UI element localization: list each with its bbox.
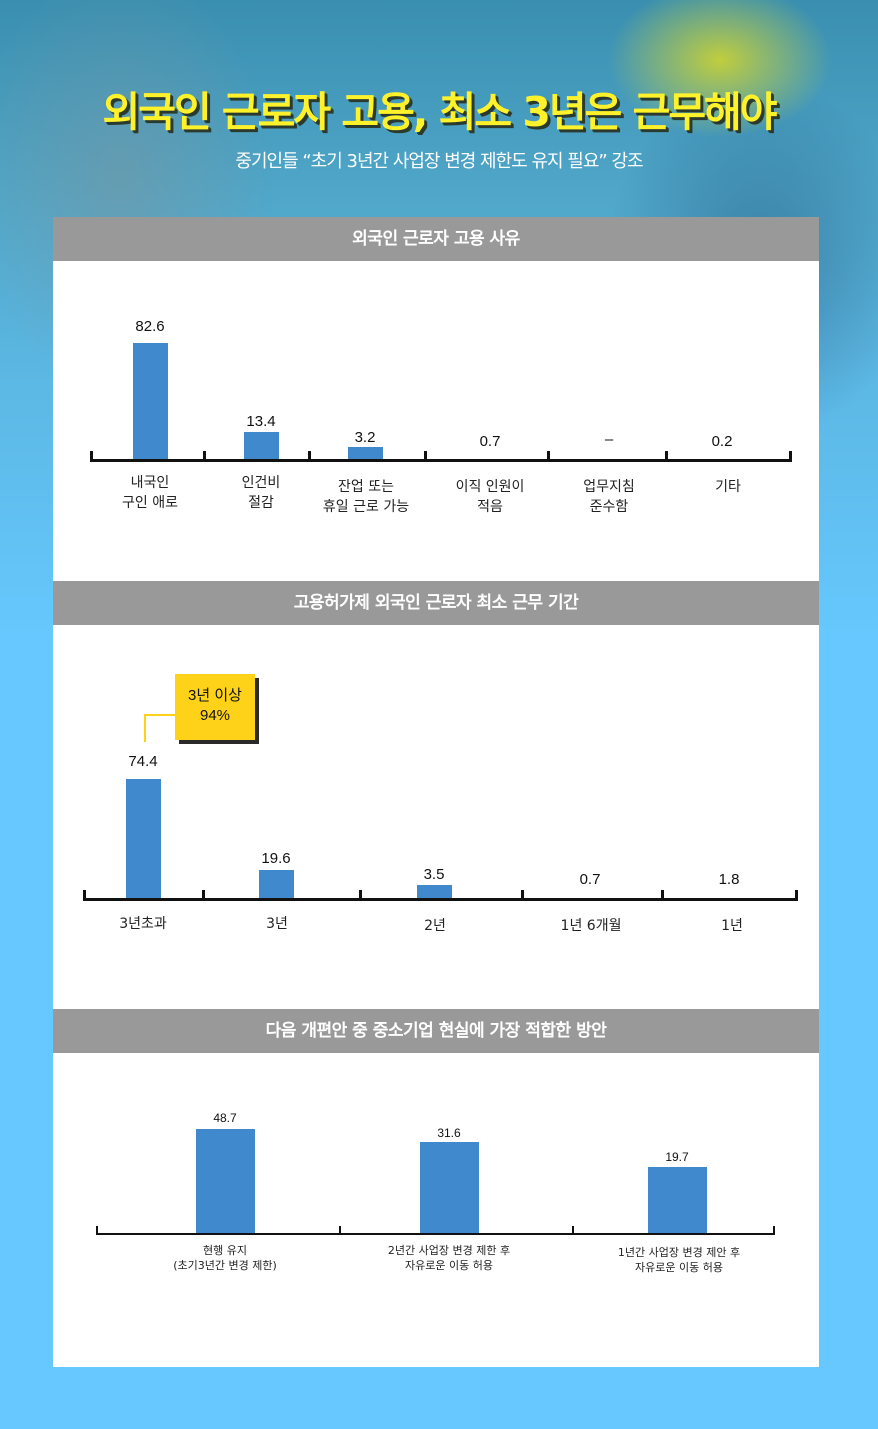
- infographic-title: 외국인 근로자 고용, 최소 3년은 근무해야: [102, 88, 778, 136]
- value-label: –: [604, 431, 614, 448]
- value-label: 48.7: [213, 1111, 237, 1125]
- section-header-hiring-reasons: 외국인 근로자 고용 사유: [53, 217, 819, 261]
- category-label: 잔업 또는 휴일 근로 가능: [322, 479, 410, 515]
- value-label: 74.4: [128, 753, 158, 770]
- category-label: 내국인 구인 애로: [122, 475, 178, 511]
- axis-tick: [661, 890, 664, 899]
- callout-leader-line: [144, 714, 146, 742]
- category-label: 이직 인원이 적음: [455, 479, 525, 515]
- axis-tick: [572, 1226, 574, 1235]
- axis-tick: [789, 451, 792, 460]
- bar: [133, 343, 168, 460]
- axis-tick: [90, 451, 93, 460]
- x-axis: [83, 898, 798, 901]
- bar: [126, 779, 161, 899]
- value-label: 0.2: [711, 433, 733, 450]
- bar: [420, 1142, 479, 1234]
- category-label: 업무지침 준수함: [583, 479, 635, 515]
- value-label: 19.6: [261, 850, 291, 867]
- axis-tick: [96, 1226, 98, 1235]
- callout-leader-line: [144, 714, 175, 716]
- category-label: 3년초과: [119, 916, 167, 932]
- section-header-best-reform: 다음 개편안 중 중소기업 현실에 가장 적합한 방안: [53, 1009, 819, 1053]
- axis-tick: [83, 890, 86, 899]
- bar: [196, 1129, 255, 1234]
- value-label: 82.6: [135, 318, 165, 335]
- value-label: 3.5: [423, 866, 445, 883]
- value-label: 31.6: [437, 1126, 461, 1140]
- value-label: 0.7: [479, 433, 501, 450]
- axis-tick: [202, 890, 205, 899]
- value-label: 1.8: [718, 871, 740, 888]
- x-axis: [96, 1233, 775, 1235]
- axis-tick: [339, 1226, 341, 1235]
- value-label: 3.2: [354, 429, 376, 446]
- axis-tick: [773, 1226, 775, 1235]
- category-label: 인건비 절감: [241, 475, 281, 511]
- value-label: 19.7: [665, 1150, 689, 1164]
- category-label: 2년간 사업장 변경 제한 후 자유로운 이동 허용: [387, 1244, 511, 1272]
- axis-tick: [547, 451, 550, 460]
- category-label: 1년 6개월: [560, 918, 622, 934]
- category-label: 3년: [266, 916, 288, 932]
- callout-3yr-plus: 3년 이상 94%: [175, 674, 255, 740]
- bar: [648, 1167, 707, 1234]
- section-header-min-work-period: 고용허가제 외국인 근로자 최소 근무 기간: [53, 581, 819, 625]
- axis-tick: [521, 890, 524, 899]
- bar: [417, 885, 452, 899]
- axis-tick: [424, 451, 427, 460]
- bar: [348, 447, 383, 460]
- category-label: 현행 유지 (초기3년간 변경 제한): [173, 1244, 277, 1272]
- content-panel: 외국인 근로자 고용 사유 82.6 13.4 3.2 0.7 – 0.2 내국…: [53, 217, 819, 1367]
- category-label: 1년: [721, 918, 743, 934]
- value-label: 13.4: [246, 413, 276, 430]
- axis-tick: [665, 451, 668, 460]
- axis-tick: [359, 890, 362, 899]
- value-label: 0.7: [579, 871, 601, 888]
- axis-tick: [795, 890, 798, 899]
- infographic-subtitle: 중기인들 “초기 3년간 사업장 변경 제한도 유지 필요” 강조: [235, 151, 643, 172]
- axis-tick: [308, 451, 311, 460]
- bar: [259, 870, 294, 899]
- axis-tick: [203, 451, 206, 460]
- category-label: 2년: [424, 918, 446, 934]
- category-label: 기타: [715, 479, 741, 495]
- category-label: 1년간 사업장 변경 제안 후 자유로운 이동 허용: [617, 1246, 741, 1274]
- x-axis: [90, 459, 792, 462]
- bar: [244, 432, 279, 460]
